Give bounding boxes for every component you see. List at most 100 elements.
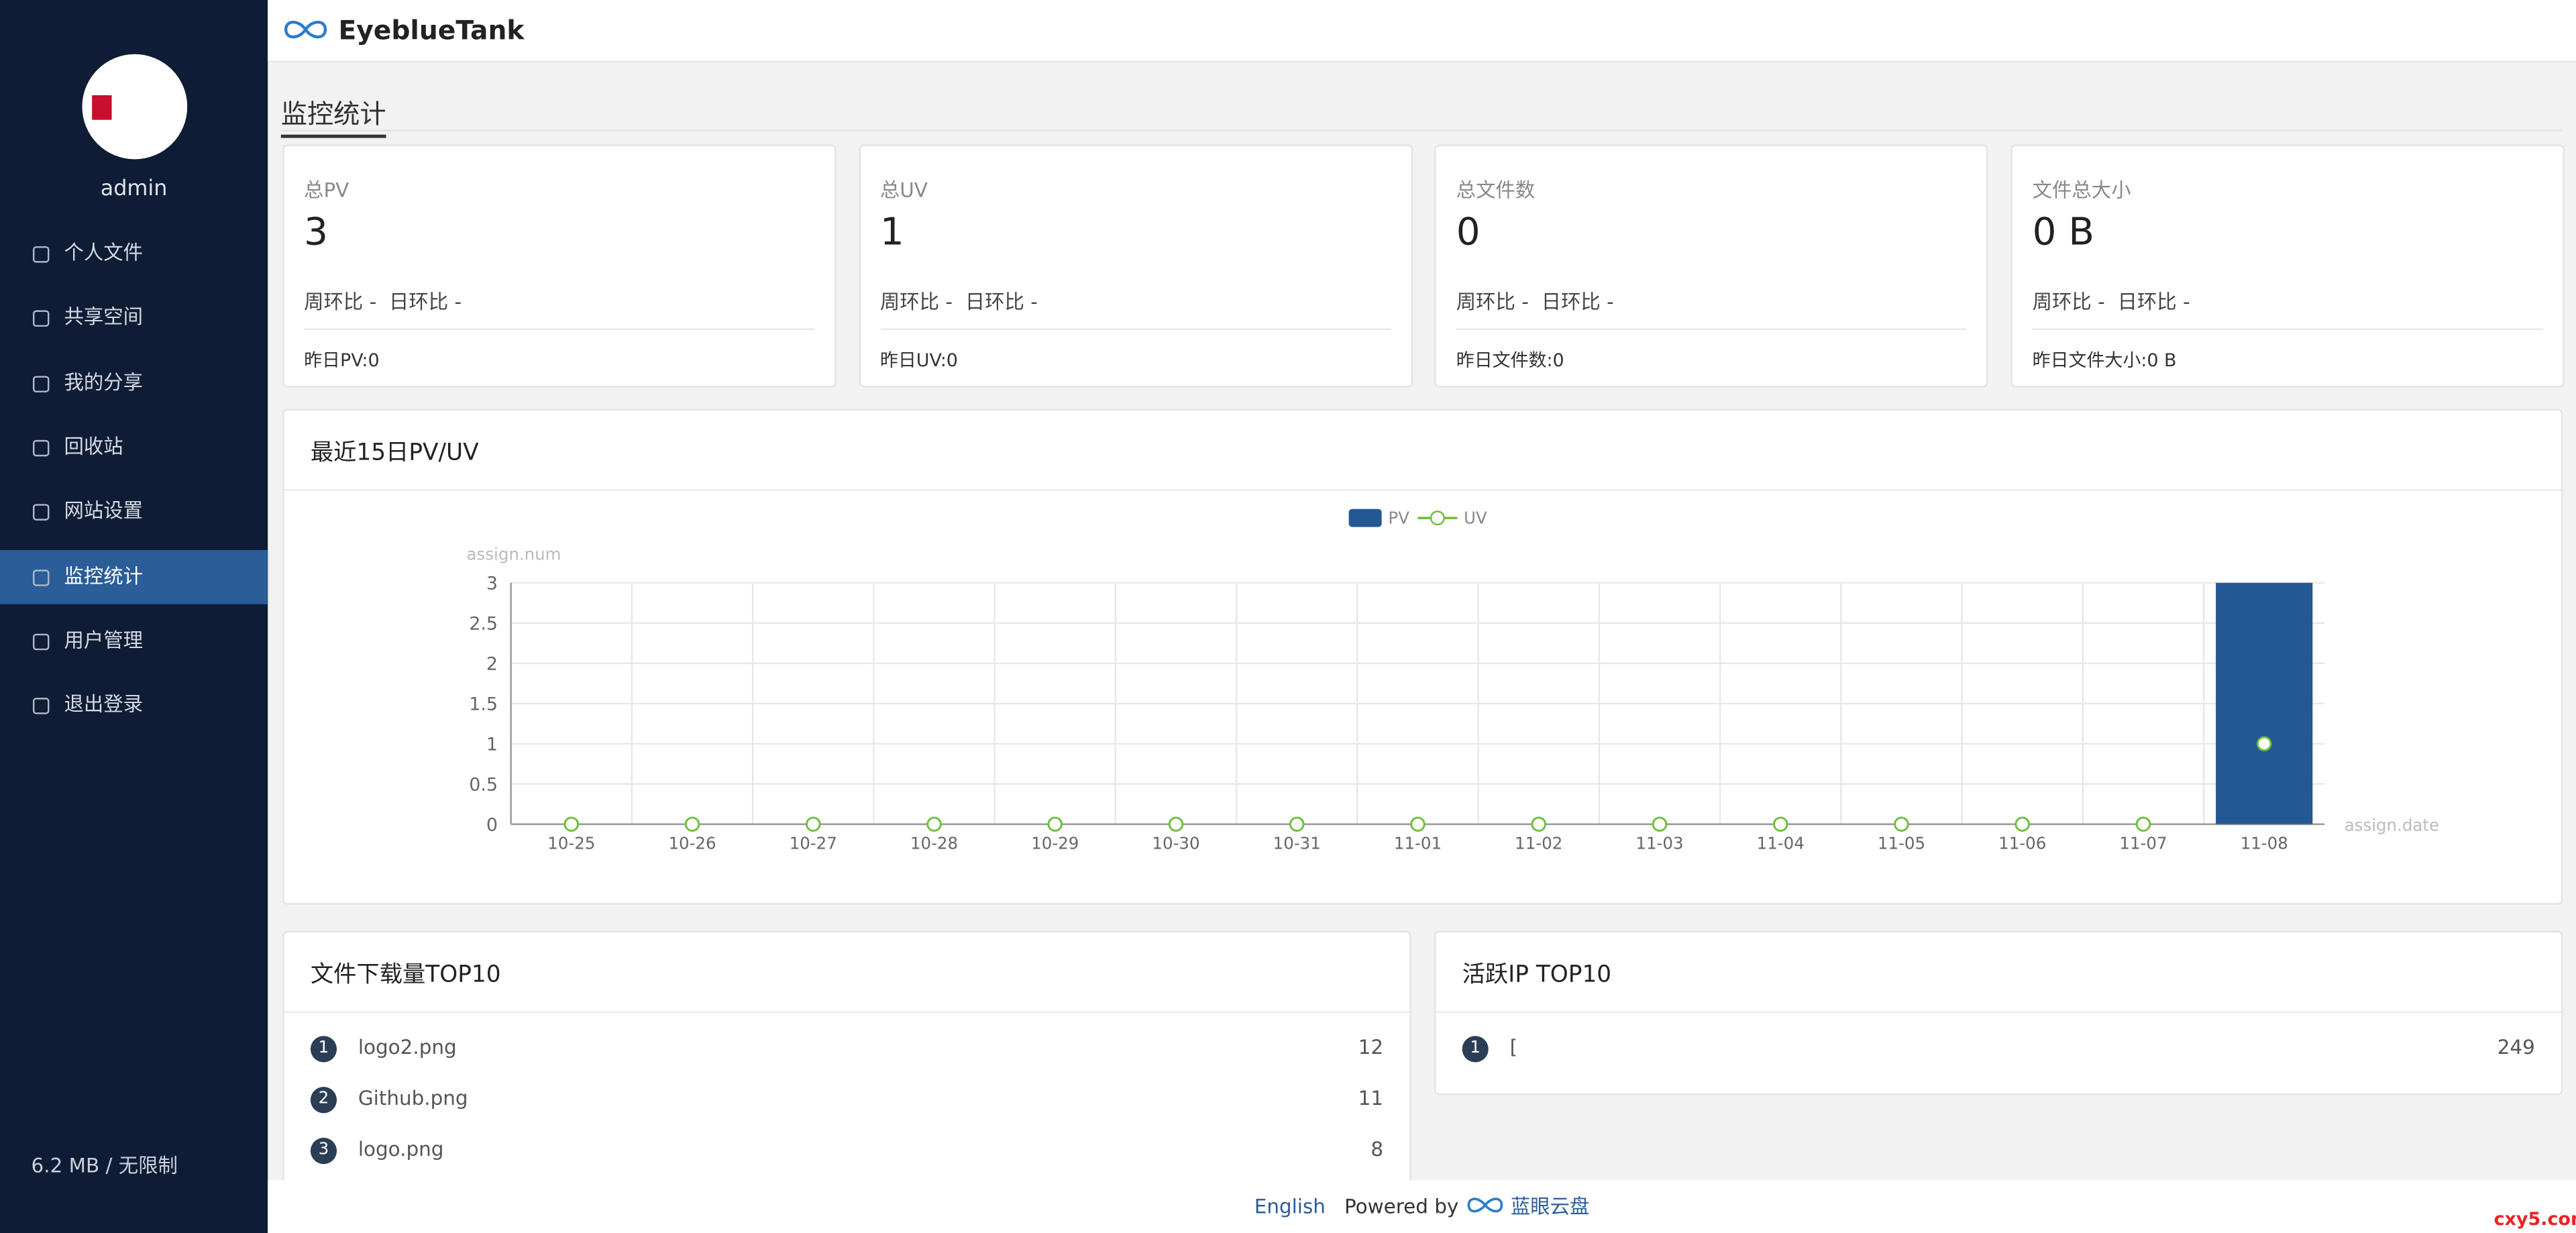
stat-label: 文件总大小 [2032,178,2131,203]
point [1047,816,1063,832]
y-tick-label: 0.5 [469,774,498,795]
stat-value: 0 [1456,211,1481,255]
week-ratio: 周环比 - [1456,290,1529,314]
menu-label: 我的分享 [64,370,144,394]
avatar[interactable] [82,54,188,160]
item-name: logo2.png [358,1036,457,1059]
stat-ratio: 周环比 - 日环比 - [1456,287,1614,315]
divider [304,328,815,330]
list-row[interactable]: 1 logo2.png 12 [310,1032,1384,1065]
card-title: 文件下载量TOP10 [310,962,501,989]
point [2015,816,2030,832]
point [1289,816,1305,832]
stat-card: 总文件数 0 周环比 - 日环比 - 昨日文件数:0 [1434,144,1989,388]
footer: English Powered by 蓝眼云盘 [268,1180,2576,1233]
x-tick-label: 11-04 [1757,833,1805,853]
legend-swatch [1348,508,1382,527]
y-tick-label: 2.5 [469,614,498,635]
brand[interactable]: EyeblueTank [338,15,525,46]
stat-value: 3 [304,211,328,255]
stat-card: 总PV 3 周环比 - 日环比 - 昨日PV:0 [282,144,837,388]
menu-icon [32,633,50,650]
x-tick-label: 11-07 [2119,833,2167,853]
y-tick-label: 2 [486,654,498,675]
list-row[interactable]: 2 Github.png 11 [310,1083,1383,1116]
x-tick-label: 10-26 [668,833,716,853]
x-tick-label: 10-27 [790,833,837,853]
legend-label: UV [1464,508,1487,528]
logo-icon [1466,1197,1503,1213]
point [926,816,942,832]
rank-badge: 2 [310,1087,337,1114]
stat-ratio: 周环比 - 日环比 - [304,287,462,315]
y-tick-label: 1 [486,734,498,755]
y-tick-label: 0 [486,814,498,835]
item-name: logo.png [358,1138,444,1161]
stat-card: 总UV 1 周环比 - 日环比 - 昨日UV:0 [859,144,1413,388]
legend-swatch [1430,511,1445,526]
divider [1436,1011,2561,1014]
menu-label: 回收站 [64,435,123,458]
item-count: 12 [1358,1036,1384,1059]
menu-item[interactable]: 个人文件 [0,227,268,281]
day-ratio: 日环比 - [2117,290,2190,314]
list-row[interactable]: 1 [249 [1462,1032,2535,1065]
menu-item[interactable]: 共享空间 [0,291,268,345]
divider [879,328,1391,330]
stat-yesterday: 昨日UV:0 [879,350,958,372]
menu-icon [32,698,50,714]
week-ratio: 周环比 - [2032,290,2105,314]
point [684,816,700,832]
menu-icon [32,375,50,392]
language-link[interactable]: English [1254,1195,1326,1218]
stat-ratio: 周环比 - 日环比 - [880,287,1038,315]
divider [284,1011,1410,1014]
rank-badge: 1 [1462,1036,1489,1063]
x-axis-name: assign.date [2345,815,2439,835]
chart-card: 最近15日PV/UV 0 0.5 1 1.5 2 2.5 3 assign.num assign… [282,409,2563,905]
menu-icon [32,246,50,263]
point [805,816,821,832]
menu-item[interactable]: 网站设置 [0,484,268,539]
x-tick-label: 10-30 [1152,833,1199,853]
stat-yesterday: 昨日文件大小:0 B [2032,350,2177,372]
footer-brand[interactable]: 蓝眼云盘 [1510,1195,1590,1218]
menu-icon [32,569,50,586]
point [564,816,580,832]
chart-title: 最近15日PV/UV [310,439,479,467]
page-title: 监控统计 [280,92,386,138]
menu-label: 网站设置 [64,499,144,523]
divider [2032,328,2544,330]
rank-badge: 1 [310,1036,337,1063]
point [1168,816,1184,832]
divider [280,129,2561,131]
rank-badge: 3 [310,1138,337,1165]
x-tick-label: 11-08 [2241,833,2288,853]
x-tick-label: 10-25 [547,833,595,853]
item-name: [ [1509,1036,1518,1059]
menu-item[interactable]: 回收站 [0,420,268,474]
x-tick-label: 11-05 [1878,833,1925,853]
storage: 6.2 MB / 无限制 [31,1154,178,1177]
menu-label: 用户管理 [64,628,144,652]
menu-item[interactable]: 监控统计 [0,549,268,604]
item-name: Github.png [358,1087,468,1110]
stat-label: 总PV [304,178,350,203]
stat-value: 1 [879,211,904,255]
y-tick-label: 1.5 [469,694,498,715]
legend-label: PV [1388,508,1409,528]
menu-item[interactable]: 我的分享 [0,356,268,410]
y-tick-label: 3 [486,574,498,594]
list-row[interactable]: 3 logo.png 8 [310,1134,1383,1167]
menu-label: 退出登录 [64,693,144,716]
sidebar: admin 6.2 MB / 无限制 个人文件 共享空间 我的分享 回收站 网站设置 监控… [0,0,268,1233]
top-files-card: 文件下载量TOP10 1 logo2.png 12 2 Github.png 11 3 log… [282,930,1411,1214]
menu-icon [32,504,50,521]
x-tick-label: 11-01 [1394,833,1442,853]
menu-item[interactable]: 退出登录 [0,678,268,733]
stat-yesterday: 昨日PV:0 [304,350,380,372]
menu-item[interactable]: 用户管理 [0,614,268,668]
week-ratio: 周环比 - [879,290,953,314]
